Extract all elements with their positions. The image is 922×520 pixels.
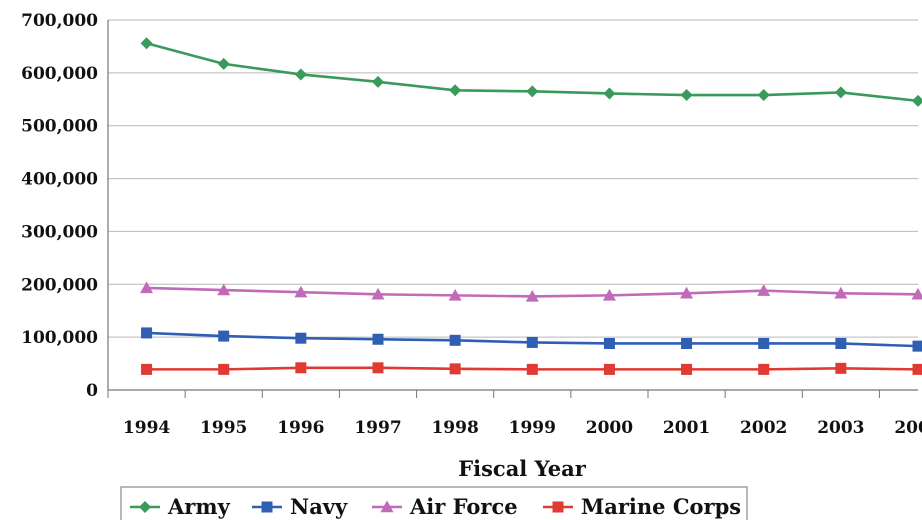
- y-tick-label: 100,000: [21, 328, 98, 348]
- data-point-air-force: [448, 288, 462, 301]
- x-tick-label: 2001: [663, 418, 710, 438]
- legend-item-air-force: Air Force: [372, 494, 518, 519]
- data-point-navy: [141, 327, 153, 339]
- data-point-navy: [372, 333, 384, 345]
- data-point-navy: [603, 337, 615, 349]
- data-point-marine-corps: [758, 363, 770, 375]
- legend-item-army: Army: [130, 494, 231, 519]
- series-air-force: [140, 281, 922, 302]
- data-point-army: [834, 86, 847, 99]
- data-point-air-force: [834, 286, 848, 299]
- data-point-army: [757, 89, 770, 102]
- y-tick-label: 400,000: [21, 170, 98, 190]
- y-tick-label: 200,000: [21, 275, 98, 295]
- legend-swatch-marker: [552, 501, 564, 513]
- data-point-air-force: [911, 287, 922, 300]
- data-point-air-force: [757, 284, 771, 296]
- data-point-marine-corps: [526, 363, 538, 375]
- data-point-marine-corps: [449, 363, 461, 375]
- x-axis-tick-labels: 1994 1995 1996 1997 1998 1999 2000 2001 2002 2003…: [123, 418, 922, 438]
- legend-box: [120, 486, 748, 520]
- data-point-army: [294, 68, 307, 81]
- data-point-air-force: [140, 281, 154, 294]
- legend-label-navy: Navy: [290, 494, 348, 519]
- data-point-navy: [526, 336, 538, 348]
- data-point-air-force: [602, 288, 616, 301]
- data-point-army: [140, 37, 153, 50]
- x-tick-label: 1997: [354, 418, 401, 438]
- data-point-marine-corps: [603, 363, 615, 375]
- series-navy: [141, 327, 922, 352]
- data-point-marine-corps: [372, 362, 384, 374]
- data-point-army: [372, 75, 384, 88]
- data-point-air-force: [525, 289, 539, 302]
- data-point-army: [912, 94, 922, 107]
- y-tick-label: 300,000: [21, 222, 98, 242]
- series-layer: [140, 37, 922, 375]
- axes: [107, 20, 918, 398]
- x-tick-label: 1996: [277, 418, 324, 438]
- data-point-navy: [681, 337, 693, 349]
- x-tick-label: 2004: [894, 418, 922, 438]
- x-tick-label: 2000: [586, 418, 633, 438]
- y-tick-label: 0: [86, 381, 98, 401]
- x-tick-label: 2003: [817, 418, 864, 438]
- data-point-navy: [218, 330, 230, 342]
- series-marine-corps: [141, 362, 922, 375]
- gridlines: [108, 19, 918, 338]
- x-tick-label: 1999: [509, 418, 556, 438]
- x-tick-label: 1994: [123, 418, 170, 438]
- data-point-air-force: [217, 283, 231, 296]
- x-axis-title: Fiscal Year: [458, 456, 587, 481]
- data-point-army: [603, 87, 616, 100]
- legend-swatch-marker: [380, 500, 394, 513]
- x-tick-label: 2002: [740, 418, 787, 438]
- data-point-marine-corps: [218, 363, 230, 375]
- x-tick-label: 1998: [431, 418, 478, 438]
- y-tick-label: 600,000: [21, 64, 98, 84]
- legend-item-navy: Navy: [252, 494, 348, 519]
- data-point-army: [449, 84, 462, 97]
- data-point-marine-corps: [681, 363, 693, 375]
- data-point-marine-corps: [141, 363, 153, 375]
- legend-label-air-force: Air Force: [409, 494, 518, 519]
- y-tick-label: 700,000: [21, 11, 98, 31]
- legend-label-army: Army: [167, 494, 231, 519]
- data-point-marine-corps: [295, 362, 307, 374]
- data-point-marine-corps: [835, 362, 847, 374]
- legend-label-marine-corps: Marine Corps: [581, 494, 741, 519]
- data-point-navy: [295, 332, 307, 344]
- data-point-navy: [835, 337, 847, 349]
- legend-item-marine-corps: Marine Corps: [543, 494, 741, 519]
- y-axis-tick-labels: 0 100,000 200,000 300,000 400,000 500,000 600,…: [21, 11, 98, 401]
- data-point-air-force: [294, 285, 308, 298]
- data-point-army: [526, 85, 539, 98]
- data-point-air-force: [371, 287, 385, 300]
- data-point-army: [680, 89, 693, 102]
- data-point-marine-corps: [912, 363, 922, 375]
- data-point-navy: [912, 340, 922, 352]
- series-army: [140, 37, 922, 107]
- data-point-navy: [758, 337, 770, 349]
- legend: Army Navy Air Force Marine Corps: [120, 486, 748, 520]
- legend-swatch-marker: [261, 501, 273, 513]
- x-tick-label: 1995: [200, 418, 247, 438]
- data-point-air-force: [680, 286, 694, 299]
- data-point-army: [217, 57, 230, 70]
- y-tick-label: 500,000: [21, 117, 98, 137]
- data-point-navy: [449, 334, 461, 346]
- legend-swatch-marker: [139, 501, 151, 513]
